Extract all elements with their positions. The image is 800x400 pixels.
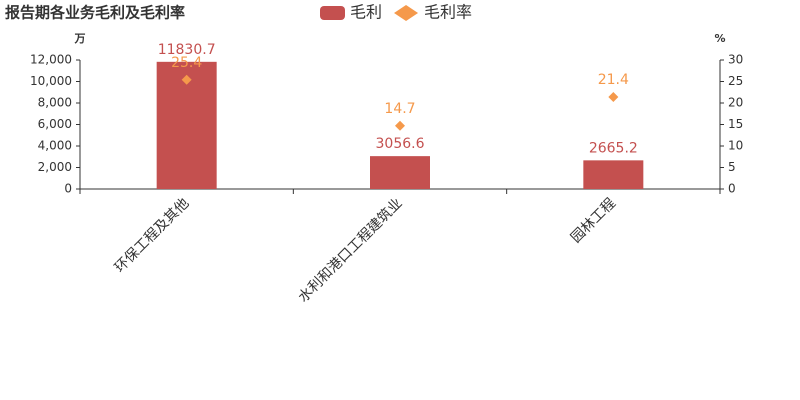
y2-tick-label: 5	[728, 160, 736, 174]
marker-value-label: 14.7	[384, 101, 415, 117]
bar	[583, 160, 644, 189]
y-tick-label: 2,000	[38, 160, 72, 174]
y2-unit: %	[714, 32, 725, 45]
chart-title: 报告期各业务毛利及毛利率	[5, 4, 185, 22]
bar-value-label: 3056.6	[376, 136, 425, 152]
bar	[370, 156, 430, 189]
x-tick-label: 环保工程及其他	[112, 195, 193, 276]
legend-swatch	[394, 5, 419, 21]
marker-value-label: 21.4	[598, 72, 629, 88]
diamond-marker	[181, 74, 192, 85]
y-tick-label: 0	[64, 182, 72, 196]
marker-value-label: 25.4	[171, 55, 202, 71]
y2-tick-label: 0	[728, 182, 736, 196]
y2-tick-label: 30	[728, 53, 743, 67]
y-unit: 万	[74, 32, 86, 45]
diamond-marker	[608, 91, 619, 102]
y-tick-label: 4,000	[38, 139, 72, 153]
legend-label: 毛利	[350, 3, 382, 22]
y-tick-label: 8,000	[38, 96, 72, 110]
y2-tick-label: 20	[728, 96, 743, 110]
x-tick-label: 水利和港口工程建筑业	[295, 195, 405, 305]
legend-label: 毛利率	[424, 3, 472, 22]
y2-tick-label: 25	[728, 74, 743, 88]
y-tick-label: 12,000	[30, 53, 72, 67]
bar-value-label: 2665.2	[589, 140, 638, 156]
diamond-marker	[395, 120, 405, 131]
y-tick-label: 6,000	[38, 117, 72, 131]
y2-tick-label: 15	[728, 117, 743, 131]
bar-value-label: 11830.7	[158, 42, 216, 58]
legend-swatch	[320, 6, 345, 20]
y2-tick-label: 10	[728, 139, 743, 153]
x-tick-label: 园林工程	[568, 195, 619, 246]
y-tick-label: 10,000	[30, 74, 72, 88]
